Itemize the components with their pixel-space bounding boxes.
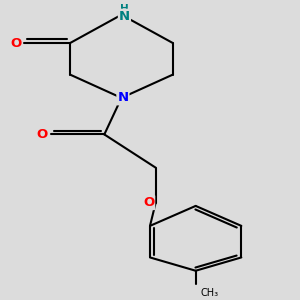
- Text: CH₃: CH₃: [200, 289, 218, 298]
- Text: O: O: [37, 128, 48, 141]
- Text: O: O: [143, 196, 154, 209]
- Text: O: O: [10, 37, 22, 50]
- Text: N: N: [117, 92, 128, 104]
- Text: N: N: [119, 10, 130, 23]
- Text: H: H: [120, 4, 129, 14]
